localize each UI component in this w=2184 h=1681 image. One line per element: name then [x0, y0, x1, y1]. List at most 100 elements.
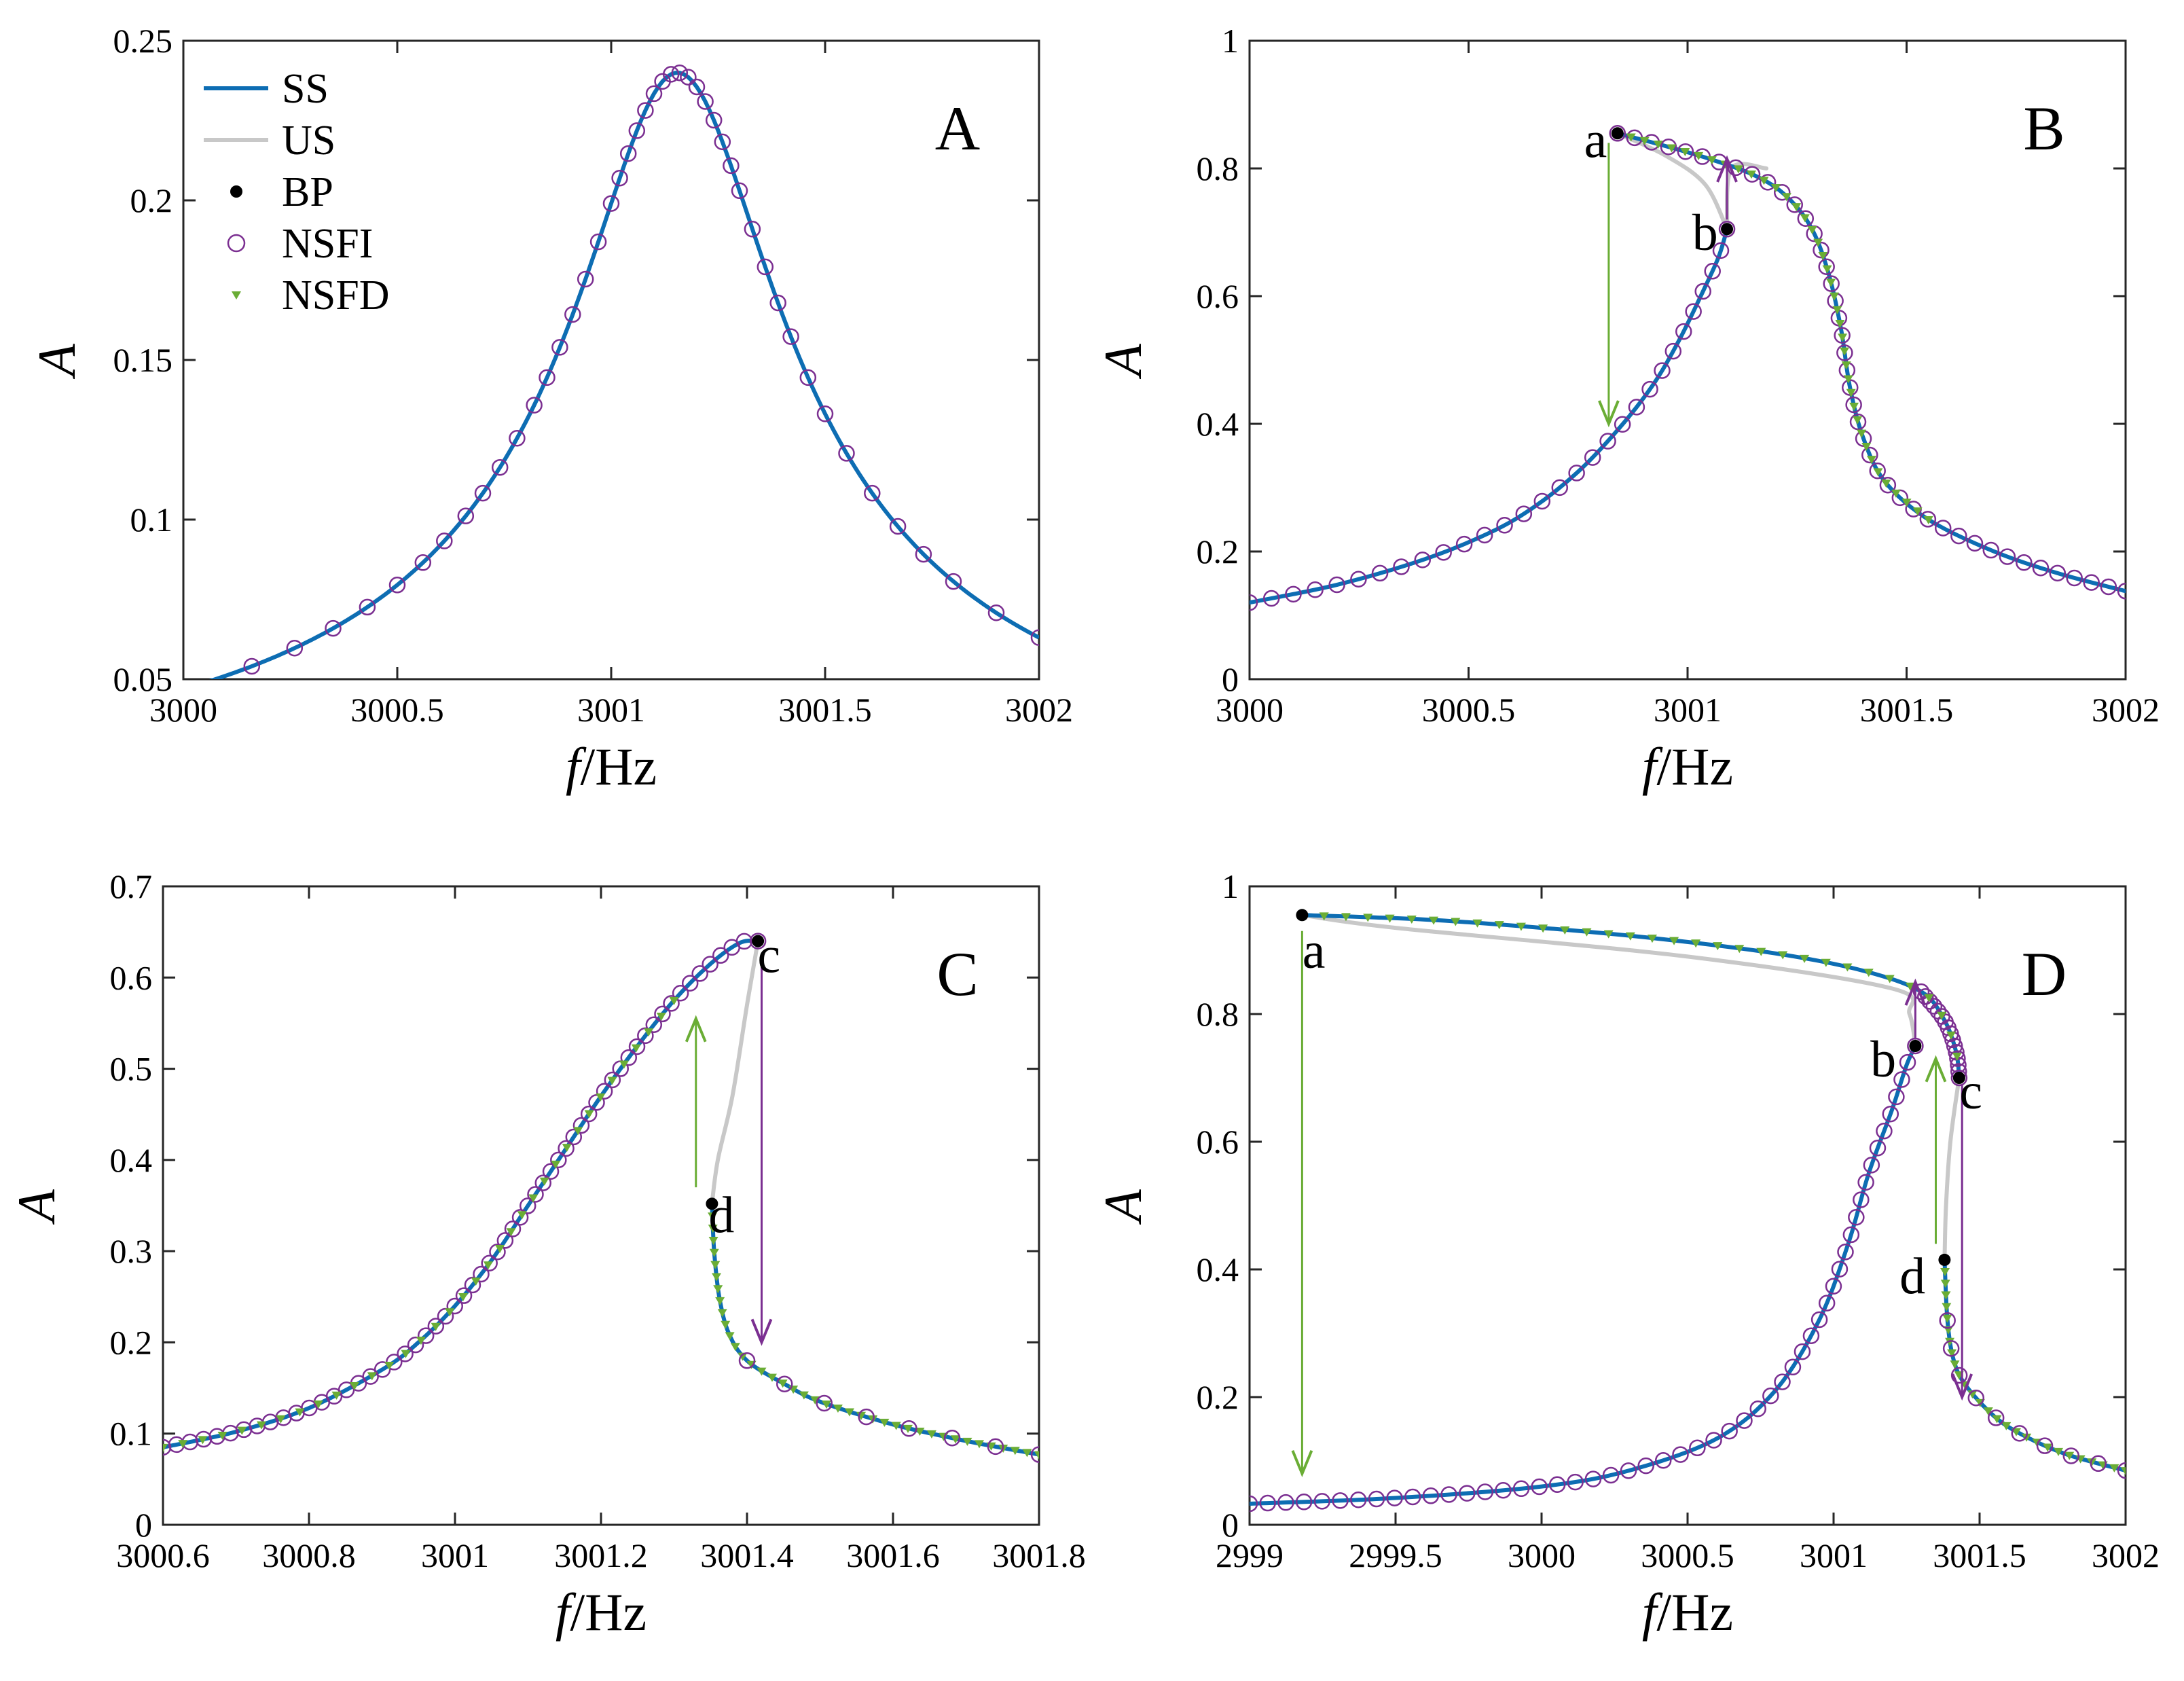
nsfi-marker	[915, 545, 932, 563]
nsfi-marker	[680, 69, 697, 86]
nsfi-marker	[1476, 526, 1493, 544]
nsfi-marker	[645, 85, 663, 103]
nsfd-marker	[717, 1309, 727, 1318]
x-axis-unit: /Hz	[1657, 737, 1734, 796]
nsfd-marker	[562, 1144, 572, 1153]
x-axis-unit: /Hz	[570, 1583, 647, 1642]
nsfd-marker	[619, 1060, 629, 1069]
point-label-d: d	[1899, 1248, 1925, 1305]
nsfi-marker	[509, 429, 526, 447]
nsfd-marker	[1800, 214, 1810, 223]
x-tick-label: 3001.8	[992, 1536, 1086, 1574]
nsfd-marker	[1946, 1031, 1956, 1040]
legend-label: SS	[282, 66, 329, 112]
nsfi-marker	[723, 157, 740, 175]
nsfi-marker	[757, 258, 774, 276]
nsfd-marker	[1746, 170, 1756, 179]
nsfd-marker	[799, 1391, 809, 1400]
nsfi-marker	[838, 445, 855, 462]
nsfi-marker	[889, 518, 907, 535]
nsfi-marker	[1609, 125, 1626, 142]
point-label-a: a	[1303, 922, 1326, 979]
nsfd-marker	[349, 1381, 359, 1390]
nsfd-marker	[1853, 416, 1863, 424]
nsfd-marker	[1713, 942, 1723, 951]
nsfd-marker	[730, 1343, 740, 1352]
point-label-c: c	[757, 927, 780, 984]
us-curve	[1942, 1076, 1961, 1262]
nsfd-marker	[1034, 1451, 1039, 1460]
bp-point	[1721, 223, 1734, 236]
nsfi-marker	[602, 195, 620, 212]
nsfi-marker	[1654, 1451, 1672, 1469]
nsfi-marker	[654, 1005, 671, 1023]
nsfi-marker	[662, 66, 680, 83]
arrow-head	[750, 1318, 773, 1346]
nsfi-marker	[1584, 449, 1601, 466]
x-tick-label: 3001.5	[778, 691, 872, 729]
nsfi-marker	[671, 65, 689, 82]
nsfi-marker	[1677, 143, 1694, 160]
nsfi-marker	[1950, 1069, 1968, 1087]
nsfi-marker	[816, 1394, 833, 1412]
legend-swatch	[227, 234, 246, 253]
nsfi-marker	[1705, 1432, 1722, 1449]
nsfi-marker	[1620, 1462, 1637, 1479]
nsfi-marker	[1813, 241, 1830, 259]
nsfd-marker	[1406, 915, 1417, 924]
nsfi-marker	[1332, 1492, 1349, 1509]
x-tick-label: 3000	[1508, 1536, 1576, 1574]
nsfi-marker	[619, 145, 637, 162]
nsfi-marker	[1548, 1476, 1566, 1494]
nsfi-marker	[455, 1287, 473, 1304]
y-tick-label: 0.2	[130, 181, 173, 219]
nsfd-marker	[573, 1127, 583, 1136]
nsfi-marker	[1825, 1278, 1842, 1295]
nsfd-marker	[584, 1110, 594, 1119]
point-label-c: c	[1959, 1063, 1982, 1120]
nsfi-marker	[427, 1318, 445, 1335]
nsfi-marker	[1948, 1043, 1965, 1061]
nsfi-marker	[637, 102, 654, 119]
nsfd-marker	[975, 1440, 985, 1449]
y-tick-label: 0.4	[1197, 1250, 1239, 1288]
jump-arrow	[1904, 978, 1927, 1040]
nsfi-marker	[489, 1243, 506, 1261]
point-label-b: b	[1870, 1031, 1896, 1088]
y-tick-label: 1	[1222, 867, 1239, 905]
nsfi-marker	[580, 1105, 598, 1123]
x-tick-label: 3000	[149, 691, 217, 729]
nsfi-marker	[534, 1174, 552, 1191]
nsfd-marker	[401, 1350, 411, 1358]
arrow-head	[685, 1015, 707, 1043]
nsfi-marker	[417, 1327, 435, 1344]
nsfi-marker	[731, 182, 748, 200]
nsfd-marker	[596, 1093, 606, 1102]
nsfi-marker	[776, 1375, 793, 1392]
legend-item-us: US	[204, 118, 335, 164]
nsfd-marker	[1821, 958, 1831, 967]
nsfi-marker	[1584, 1470, 1602, 1487]
nsfi-marker	[1743, 166, 1761, 183]
nsfd-marker	[1733, 165, 1743, 174]
nsfd-marker	[431, 1322, 441, 1331]
x-tick-label: 3001	[577, 691, 645, 729]
nsfd-marker	[1669, 937, 1679, 945]
nsfd-marker	[2011, 1428, 2021, 1436]
nsfd-marker	[607, 1077, 617, 1085]
nsfd-marker	[1924, 994, 1934, 1002]
nsfi-marker	[1762, 1387, 1779, 1405]
nsfd-marker	[1800, 954, 1810, 963]
nsfi-marker	[1664, 342, 1682, 360]
x-tick-label: 3001.6	[846, 1536, 940, 1574]
x-tick-label: 3001.5	[1860, 691, 1954, 729]
nsfd-marker	[708, 1212, 718, 1221]
nsfd-marker	[1022, 1449, 1032, 1458]
nsfi-marker	[1689, 1439, 1706, 1457]
nsfd-marker	[1010, 1447, 1020, 1456]
nsfd-marker	[1538, 924, 1548, 933]
nsfi-marker	[688, 78, 706, 96]
nsfd-marker	[1826, 278, 1836, 287]
nsfd-marker	[1603, 930, 1614, 939]
